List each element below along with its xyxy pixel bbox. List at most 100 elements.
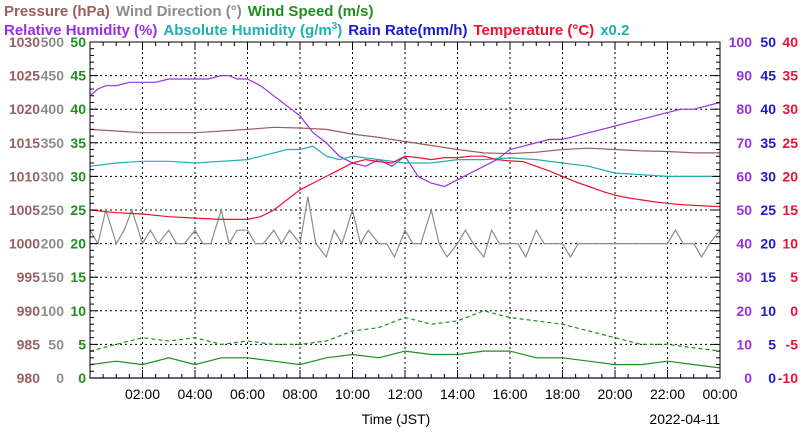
rain-rate-tick-label: 20 [760, 236, 776, 252]
humidity-tick-label: 20 [736, 303, 752, 319]
wind-direction-tick-label: 200 [41, 236, 65, 252]
temperature-tick-label: 25 [782, 135, 798, 151]
wind-direction-tick-label: 400 [41, 101, 65, 117]
pressure-tick-label: 1000 [9, 236, 40, 252]
wind-direction-tick-label: 300 [41, 168, 65, 184]
humidity-tick-label: 0 [744, 370, 752, 386]
legend-label: Temperature (°C) [473, 22, 594, 39]
legend-label: Pressure (hPa) [4, 3, 110, 20]
temperature-tick-label: -10 [778, 370, 798, 386]
x-tick-label: 08:00 [282, 386, 317, 402]
wind-direction-tick-label: 150 [41, 269, 65, 285]
pressure-tick-label: 1015 [9, 135, 40, 151]
chart-legend-header: Pressure (hPa) Wind Direction (°) Wind Spe… [4, 3, 629, 39]
wind-direction-tick-label: 100 [41, 303, 65, 319]
legend-label: Wind Direction (°) [116, 3, 242, 20]
temperature-tick-label: 10 [782, 236, 798, 252]
rain-rate-tick-label: 50 [760, 34, 776, 50]
chart-axis-ticks [89, 41, 721, 379]
rain-rate-tick-label: 35 [760, 135, 776, 151]
wind-speed-tick-label: 30 [70, 168, 86, 184]
wind-direction-tick-label: 50 [48, 336, 64, 352]
wind-speed-tick-label: 10 [70, 303, 86, 319]
chart-axis-labels: 9809859909951000100510101015102010251030… [9, 34, 798, 402]
humidity-tick-label: 60 [736, 168, 752, 184]
wind-direction-tick-label: 500 [41, 34, 65, 50]
x-tick-label: 14:00 [440, 386, 475, 402]
series-line-3 [89, 310, 721, 352]
x-tick-label: 04:00 [177, 386, 212, 402]
x-tick-label: 06:00 [230, 386, 265, 402]
wind-direction-tick-label: 0 [56, 370, 64, 386]
pressure-tick-label: 1005 [9, 202, 40, 218]
wind-speed-tick-label: 50 [70, 34, 86, 50]
legend-tail: ) [337, 22, 342, 39]
pressure-tick-label: 990 [17, 303, 41, 319]
x-tick-label: 00:00 [702, 386, 737, 402]
rain-rate-tick-label: 15 [760, 269, 776, 285]
wind-speed-tick-label: 5 [78, 336, 86, 352]
temperature-tick-label: -5 [786, 336, 799, 352]
wind-speed-tick-label: 35 [70, 135, 86, 151]
x-tick-label: 16:00 [492, 386, 527, 402]
chart-gridlines [90, 42, 720, 378]
temperature-tick-label: 40 [782, 34, 798, 50]
rain-rate-tick-label: 40 [760, 101, 776, 117]
x-tick-label: 22:00 [650, 386, 685, 402]
rain-rate-tick-label: 5 [768, 336, 776, 352]
x-tick-label: 12:00 [387, 386, 422, 402]
wind-speed-tick-label: 45 [70, 68, 86, 84]
wind-direction-tick-label: 250 [41, 202, 65, 218]
wind-speed-tick-label: 20 [70, 236, 86, 252]
temperature-tick-label: 30 [782, 101, 798, 117]
legend-label: Absolute Humidity (g/m [163, 22, 331, 39]
series-line-2 [89, 350, 721, 369]
pressure-tick-label: 980 [17, 370, 41, 386]
pressure-tick-label: 995 [17, 269, 41, 285]
pressure-tick-label: 1020 [9, 101, 40, 117]
x-tick-label: 10:00 [335, 386, 370, 402]
humidity-tick-label: 90 [736, 68, 752, 84]
pressure-tick-label: 1025 [9, 68, 40, 84]
legend-superscript: 3 [332, 21, 338, 32]
wind-direction-tick-label: 450 [41, 68, 65, 84]
humidity-tick-label: 10 [736, 336, 752, 352]
date-label: 2022-04-11 [649, 411, 720, 427]
x-tick-label: 02:00 [125, 386, 160, 402]
legend-label: Rain Rate(mm/h) [348, 22, 467, 39]
humidity-tick-label: 50 [736, 202, 752, 218]
x-tick-label: 20:00 [597, 386, 632, 402]
wind-speed-tick-label: 40 [70, 101, 86, 117]
legend-label: Relative Humidity (%) [4, 22, 157, 39]
temperature-tick-label: 5 [790, 269, 798, 285]
pressure-tick-label: 1030 [9, 34, 40, 50]
rain-rate-tick-label: 10 [760, 303, 776, 319]
series-line-0 [89, 126, 720, 155]
wind-speed-tick-label: 15 [70, 269, 86, 285]
humidity-tick-label: 80 [736, 101, 752, 117]
temperature-tick-label: 20 [782, 168, 798, 184]
rain-rate-tick-label: 30 [760, 168, 776, 184]
series-line-1 [89, 196, 721, 259]
rain-rate-tick-label: 0 [768, 370, 776, 386]
x-axis-title: Time (JST) [362, 411, 431, 427]
x-tick-label: 18:00 [545, 386, 580, 402]
wind-speed-tick-label: 25 [70, 202, 86, 218]
humidity-tick-label: 70 [736, 135, 752, 151]
temperature-tick-label: 35 [782, 68, 798, 84]
legend-label: Wind Speed (m/s) [248, 3, 374, 20]
pressure-tick-label: 985 [17, 336, 41, 352]
series-line-5 [89, 145, 720, 177]
humidity-tick-label: 30 [736, 269, 752, 285]
legend-label: x0.2 [600, 22, 629, 39]
pressure-tick-label: 1010 [9, 168, 40, 184]
series-line-4 [89, 75, 721, 188]
series-line-7 [89, 155, 721, 220]
rain-rate-tick-label: 25 [760, 202, 776, 218]
temperature-tick-label: 0 [790, 303, 798, 319]
humidity-tick-label: 100 [729, 34, 753, 50]
wind-direction-tick-label: 350 [41, 135, 65, 151]
wind-speed-tick-label: 0 [78, 370, 86, 386]
humidity-tick-label: 40 [736, 236, 752, 252]
